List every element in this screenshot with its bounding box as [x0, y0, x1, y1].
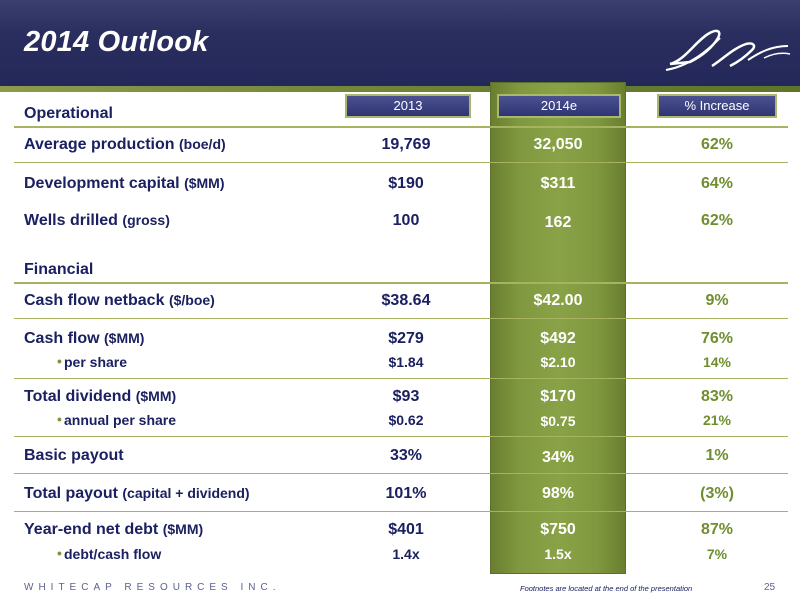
value-2014e: 1.5x	[544, 546, 572, 562]
column-header-2013: 2013	[345, 94, 471, 118]
row-divider	[14, 378, 788, 379]
value-2013: 19,769	[381, 136, 431, 153]
value-pct-increase: 76%	[700, 330, 734, 347]
section-divider	[14, 282, 788, 284]
value-2013: $38.64	[381, 292, 431, 309]
bullet-marker: •	[57, 353, 62, 369]
value-pct-increase: 9%	[705, 292, 729, 309]
section-operational: Operational	[24, 105, 113, 122]
value-pct-increase: 7%	[706, 546, 728, 562]
value-pct-increase: 83%	[700, 388, 734, 405]
value-2013: 33%	[389, 447, 423, 464]
value-pct-increase: (3%)	[700, 485, 734, 502]
value-2013: $401	[388, 521, 424, 538]
row-unit: ($MM)	[104, 330, 145, 346]
value-2013: $190	[388, 175, 424, 192]
row-divider	[14, 318, 788, 319]
value-2014e: 32,050	[533, 136, 583, 153]
page-number: 25	[764, 582, 776, 593]
slide-header: 2014 Outlook	[0, 0, 800, 86]
row-unit: (boe/d)	[179, 136, 226, 152]
value-2013: 100	[392, 212, 420, 229]
value-2014e: 98%	[541, 485, 575, 502]
slide-title: 2014 Outlook	[24, 26, 209, 58]
value-2014e: $0.75	[540, 413, 576, 429]
value-2013: $0.62	[388, 412, 424, 428]
value-pct-increase: 87%	[700, 521, 734, 538]
section-divider	[14, 126, 788, 128]
row-label: Cash flow netback	[24, 292, 165, 309]
row-label: per share	[64, 354, 128, 370]
footer-company-name: WHITECAP RESOURCES INC.	[24, 582, 281, 593]
row-label: Cash flow	[24, 330, 100, 347]
row-label: Development capital	[24, 175, 180, 192]
row-label: annual per share	[64, 412, 177, 428]
value-2014e: 34%	[541, 449, 575, 466]
value-pct-increase: 21%	[702, 412, 732, 428]
row-divider	[14, 511, 788, 512]
value-2014e: $750	[540, 521, 576, 538]
value-2013: 1.4x	[392, 546, 420, 562]
value-2013: $1.84	[388, 354, 424, 370]
row-divider	[14, 162, 788, 163]
row-label: Total dividend	[24, 388, 132, 405]
row-label: debt/cash flow	[64, 546, 162, 562]
row-label: Total payout	[24, 485, 118, 502]
value-pct-increase: 62%	[700, 136, 734, 153]
row-divider	[14, 436, 788, 437]
value-pct-increase: 14%	[702, 354, 732, 370]
section-financial: Financial	[24, 261, 94, 278]
highlight-column-2014e	[490, 82, 626, 574]
value-2014e: $42.00	[533, 292, 583, 309]
row-unit: ($MM)	[162, 521, 204, 537]
row-unit: (capital + dividend)	[122, 485, 250, 501]
row-unit: ($/boe)	[168, 292, 215, 308]
value-pct-increase: 1%	[705, 447, 729, 464]
row-label: Year-end net debt	[24, 521, 159, 538]
value-pct-increase: 62%	[700, 212, 734, 229]
value-2013: $93	[392, 388, 420, 405]
header-divider	[0, 86, 800, 92]
column-header-pct-increase: % Increase	[657, 94, 777, 118]
value-pct-increase: 64%	[700, 175, 734, 192]
value-2013: $279	[388, 330, 424, 347]
value-2014e: $492	[540, 330, 576, 347]
value-2014e: $311	[540, 175, 576, 192]
row-label: Wells drilled	[24, 212, 118, 229]
row-unit: ($MM)	[135, 388, 177, 404]
bullet-marker: •	[57, 411, 62, 427]
row-label: Basic payout	[24, 447, 124, 464]
bullet-marker: •	[57, 545, 62, 561]
row-unit: ($MM)	[184, 175, 225, 191]
row-label: Average production	[24, 136, 175, 153]
column-header-2014e: 2014e	[497, 94, 621, 118]
value-2013: 101%	[385, 485, 427, 502]
whitecap-wave-logo-icon	[665, 29, 791, 71]
row-divider	[14, 473, 788, 474]
value-2014e: $170	[540, 388, 576, 405]
row-unit: (gross)	[122, 212, 170, 228]
value-2014e: $2.10	[540, 354, 576, 370]
footer-note: Footnotes are located at the end of the …	[520, 584, 693, 593]
value-2014e: 162	[544, 214, 572, 231]
